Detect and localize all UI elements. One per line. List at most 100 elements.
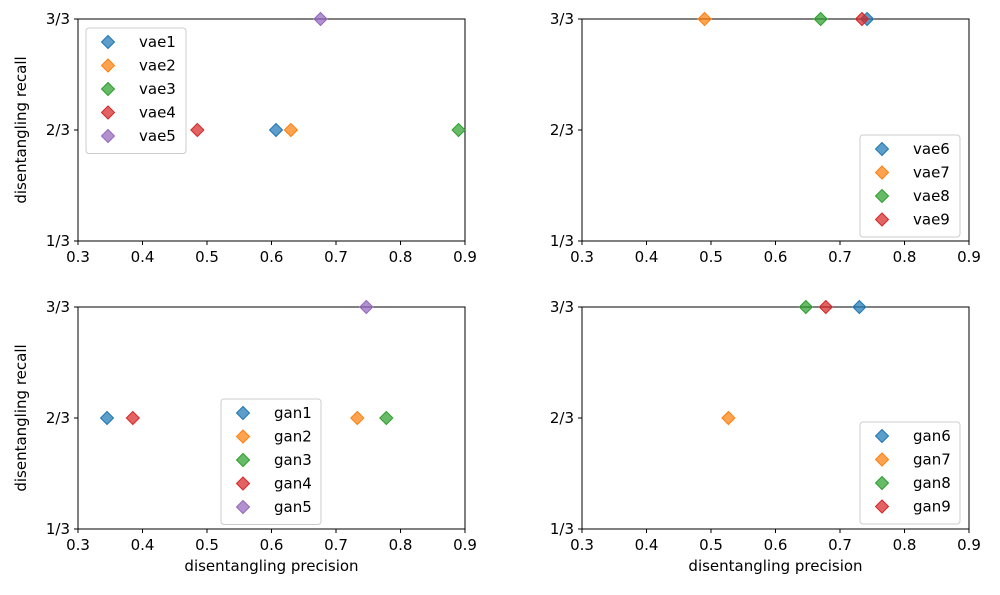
- legend-marker-gan8: [874, 475, 890, 491]
- x-tick-label: 0.4: [635, 248, 659, 266]
- data-point-vae8: [813, 11, 828, 27]
- legend-marker-vae7: [874, 165, 890, 180]
- legend-marker-vae1: [100, 34, 116, 50]
- x-tick-label: 0.3: [66, 536, 90, 554]
- x-tick-label: 0.4: [635, 536, 659, 554]
- data-point-gan4: [125, 410, 141, 426]
- legend-label-gan1: gan1: [274, 404, 312, 422]
- legend-box: [859, 421, 961, 525]
- legend-label-vae9: vae9: [913, 211, 950, 229]
- legend: gan1 gan2 gan3 gan4 gan5: [220, 398, 322, 525]
- data-point-vae1: [268, 122, 284, 138]
- subplot-3: 0.3 0.4 0.5 0.6 0.7 0.8 0.9 1/3 2/3 3/3 disentangl…: [12, 298, 477, 575]
- x-tick-label: 0.7: [324, 248, 348, 266]
- data-point-gan9: [818, 299, 834, 315]
- x-axis-label: disentangling precision: [184, 557, 358, 575]
- data-point-gan5: [359, 299, 374, 315]
- x-tick-label: 0.6: [764, 248, 788, 266]
- legend-box: [85, 27, 187, 154]
- y-axis-label: disentangling recall: [12, 344, 30, 491]
- data-point-vae9: [854, 11, 870, 27]
- legend-label-vae4: vae4: [139, 104, 176, 122]
- x-tick-label: 0.4: [131, 536, 155, 554]
- y-tick-label: 1/3: [550, 520, 574, 538]
- data-point-vae5: [313, 11, 328, 27]
- x-tick-label: 0.9: [957, 248, 981, 266]
- x-tick-label: 0.8: [389, 536, 413, 554]
- data-point-vae4: [190, 122, 205, 138]
- y-tick-label: 3/3: [550, 10, 574, 28]
- y-tick-label: 3/3: [550, 298, 574, 316]
- legend-label-vae1: vae1: [139, 33, 176, 51]
- legend-marker-vae3: [100, 81, 116, 97]
- legend-label-gan8: gan8: [913, 474, 951, 492]
- legend-marker-vae9: [874, 212, 890, 227]
- data-point-vae7: [697, 11, 712, 27]
- y-tick-label: 1/3: [46, 520, 70, 538]
- legend-marker-gan9: [874, 499, 890, 514]
- x-tick-label: 0.4: [131, 248, 155, 266]
- x-tick-label: 0.3: [570, 536, 594, 554]
- x-tick-label: 0.3: [66, 248, 90, 266]
- y-tick-label: 2/3: [550, 409, 574, 427]
- legend-marker-gan4: [235, 476, 251, 491]
- legend-label-vae5: vae5: [139, 127, 176, 145]
- legend-label-vae7: vae7: [913, 164, 950, 182]
- legend-marker-gan5: [235, 499, 251, 515]
- data-point-gan2: [350, 410, 365, 426]
- y-tick-label: 1/3: [550, 232, 574, 250]
- legend-marker-vae4: [100, 105, 116, 120]
- y-tick-label: 2/3: [46, 409, 70, 427]
- x-tick-label: 0.9: [957, 536, 981, 554]
- y-tick-label: 1/3: [46, 232, 70, 250]
- legend-box: [220, 398, 322, 525]
- legend-box: [859, 134, 961, 238]
- legend-label-gan9: gan9: [913, 498, 951, 516]
- x-tick-label: 0.9: [453, 536, 477, 554]
- data-point-gan7: [721, 410, 736, 426]
- data-point-vae3: [451, 122, 466, 138]
- x-tick-label: 0.9: [453, 248, 477, 266]
- legend-marker-vae8: [874, 188, 890, 204]
- x-tick-label: 0.8: [389, 248, 413, 266]
- x-tick-label: 0.6: [260, 248, 284, 266]
- legend-label-vae8: vae8: [913, 187, 950, 205]
- x-tick-label: 0.6: [764, 536, 788, 554]
- x-tick-label: 0.8: [893, 536, 917, 554]
- legend-label-vae6: vae6: [913, 140, 950, 158]
- y-tick-label: 3/3: [46, 298, 70, 316]
- y-tick-label: 2/3: [46, 121, 70, 139]
- subplot-2: 0.3 0.4 0.5 0.6 0.7 0.8 0.91/32/33/3vae6vae7va…: [550, 10, 981, 266]
- data-point-gan8: [798, 299, 814, 315]
- data-point-vae2: [283, 122, 299, 138]
- legend-label-gan2: gan2: [274, 428, 312, 446]
- legend-marker-vae2: [100, 58, 116, 73]
- x-tick-label: 0.5: [699, 248, 723, 266]
- y-axis-label: disentangling recall: [12, 56, 30, 203]
- legend: vae6 vae7 vae8 vae9: [859, 134, 961, 238]
- x-tick-label: 0.7: [324, 536, 348, 554]
- legend-marker-vae5: [100, 128, 116, 144]
- subplot-1: 0.3 0.4 0.5 0.6 0.7 0.8 0.9 1/3 2/3 3/3 disentangl…: [12, 10, 477, 266]
- legend-label-vae2: vae2: [139, 57, 176, 75]
- data-point-gan1: [99, 410, 115, 426]
- legend-marker-gan1: [235, 405, 251, 421]
- legend-marker-gan6: [874, 428, 890, 444]
- data-point-gan6: [852, 299, 867, 315]
- x-tick-label: 0.5: [195, 536, 219, 554]
- legend-marker-gan7: [874, 452, 890, 467]
- legend-marker-gan2: [235, 429, 251, 444]
- x-tick-label: 0.7: [828, 536, 852, 554]
- x-axis-label: disentangling precision: [688, 557, 862, 575]
- legend-marker-gan3: [235, 452, 251, 468]
- legend-label-gan7: gan7: [913, 451, 951, 469]
- legend: vae1 vae2 vae3 vae4 vae5: [85, 27, 187, 154]
- data-point-gan3: [379, 410, 394, 426]
- legend: gan6 gan7 gan8 gan9: [859, 421, 961, 525]
- legend-label-gan6: gan6: [913, 427, 951, 445]
- y-tick-label: 2/3: [550, 121, 574, 139]
- legend-label-gan4: gan4: [274, 475, 312, 493]
- x-tick-label: 0.3: [570, 248, 594, 266]
- x-tick-label: 0.8: [893, 248, 917, 266]
